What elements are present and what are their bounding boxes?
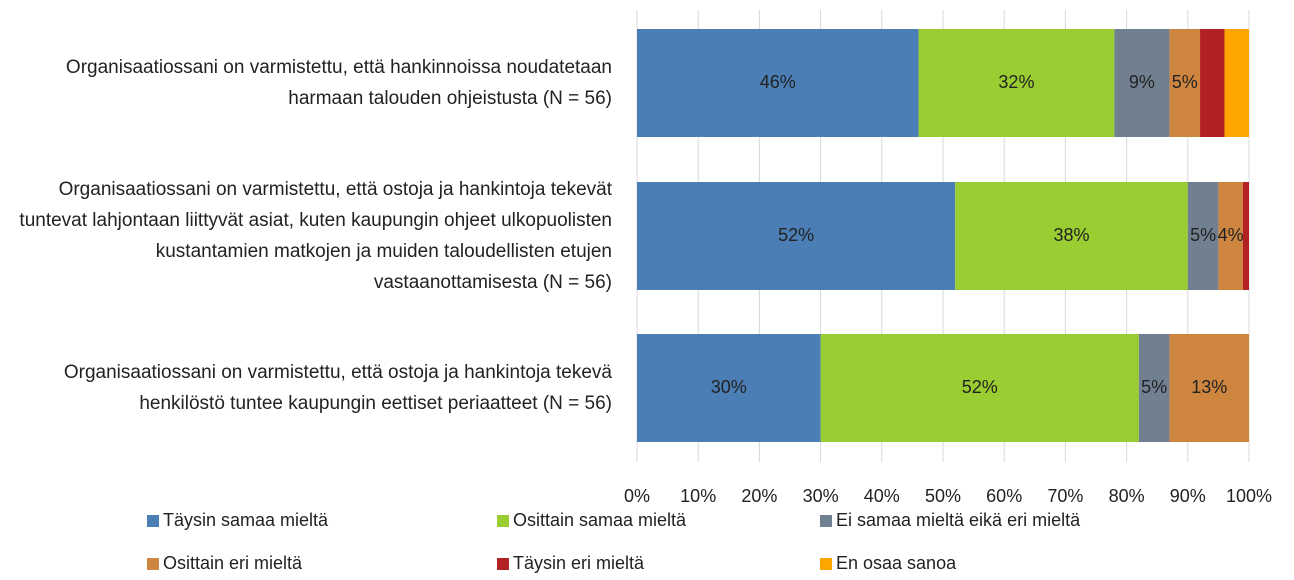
legend-label: Osittain samaa mieltä [513,510,687,530]
bar-segment [1138,334,1170,442]
bar-segment [637,334,821,442]
x-tick-label: 50% [925,486,961,506]
category-label: Organisaatiossani on varmistettu, että h… [4,18,612,148]
x-tick-label: 70% [1047,486,1083,506]
legend-label: Osittain eri mieltä [163,553,303,573]
x-tick-label: 20% [741,486,777,506]
x-tick-label: 60% [986,486,1022,506]
legend-label: Täysin samaa mieltä [163,510,329,530]
category-text: Organisaatiossani on varmistettu, että h… [65,57,612,109]
bar-segment [1242,182,1249,290]
legend-swatch [820,558,832,570]
bar-segment [1200,29,1225,137]
x-tick-label: 90% [1170,486,1206,506]
bar-segment [1169,29,1201,137]
data-label: 5% [1141,377,1167,397]
x-tick-label: 80% [1109,486,1145,506]
bar-segment [955,182,1188,290]
data-label: 46% [760,72,796,92]
x-tick-label: 30% [803,486,839,506]
legend-swatch [147,515,159,527]
legend-swatch [820,515,832,527]
x-tick-label: 10% [680,486,716,506]
data-label: 13% [1191,377,1227,397]
bar-segment [820,334,1139,442]
x-tick-label: 100% [1226,486,1272,506]
bar-segment [1187,182,1219,290]
category-label: Organisaatiossani on varmistettu, että o… [4,171,612,301]
bar-segment [1218,182,1243,290]
legend-label: Ei samaa mieltä eikä eri mieltä [836,510,1081,530]
data-label: 32% [998,72,1034,92]
data-label: 4% [1218,225,1244,245]
legend-swatch [497,515,509,527]
data-label: 30% [711,377,747,397]
data-label: 5% [1190,225,1216,245]
bar-segment [1224,29,1249,137]
data-label: 38% [1054,225,1090,245]
bar-segment [637,29,919,137]
category-label: Organisaatiossani on varmistettu, että o… [4,323,612,453]
category-text: Organisaatiossani on varmistettu, että o… [19,179,612,293]
legend-swatch [497,558,509,570]
data-label: 5% [1172,72,1198,92]
bar-segment [1169,334,1249,442]
legend-label: Täysin eri mieltä [513,553,645,573]
legend-label: En osaa sanoa [836,553,957,573]
bar-segment [637,182,956,290]
data-label: 52% [962,377,998,397]
data-label: 9% [1129,72,1155,92]
legend-swatch [147,558,159,570]
bar-segment [1114,29,1170,137]
bar-segment [918,29,1115,137]
data-label: 52% [778,225,814,245]
category-text: Organisaatiossani on varmistettu, että o… [63,362,612,414]
x-tick-label: 0% [624,486,650,506]
x-tick-label: 40% [864,486,900,506]
